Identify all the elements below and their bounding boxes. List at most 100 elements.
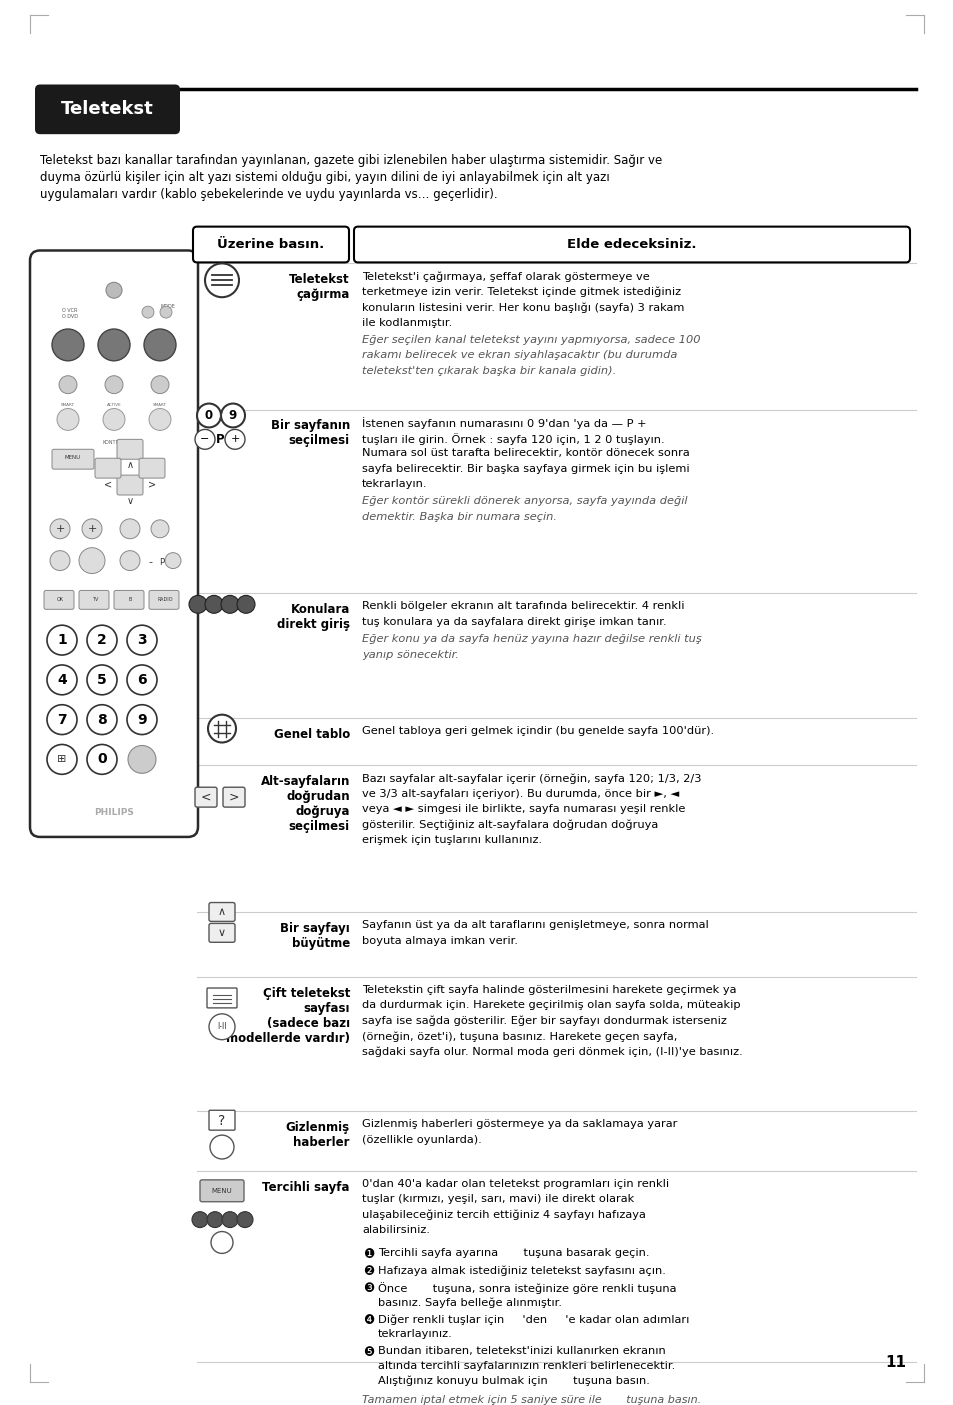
Circle shape bbox=[142, 306, 153, 318]
Circle shape bbox=[189, 596, 207, 614]
Text: ACTIVE: ACTIVE bbox=[107, 403, 121, 406]
FancyBboxPatch shape bbox=[117, 475, 143, 495]
Circle shape bbox=[192, 1211, 208, 1228]
Text: MENU: MENU bbox=[212, 1187, 233, 1194]
Text: Teletekstin çift sayfa halinde gösterilmesini harekete geçirmek ya: Teletekstin çift sayfa halinde gösterilm… bbox=[361, 985, 736, 995]
Circle shape bbox=[209, 1014, 234, 1040]
Text: sayfa belirecektir. Bir başka sayfaya girmek için bu işlemi: sayfa belirecektir. Bir başka sayfaya gi… bbox=[361, 464, 689, 473]
Text: Bazı sayfalar alt-sayfalar içerir (örneğin, sayfa 120; 1/3, 2/3: Bazı sayfalar alt-sayfalar içerir (örneğ… bbox=[361, 773, 700, 784]
Text: ?: ? bbox=[218, 1114, 226, 1128]
Circle shape bbox=[160, 306, 172, 318]
FancyBboxPatch shape bbox=[139, 458, 165, 478]
Text: +: + bbox=[88, 524, 96, 534]
Text: Teletekst bazı kanallar tarafından yayınlanan, gazete gibi izlenebilen haber ula: Teletekst bazı kanallar tarafından yayın… bbox=[40, 155, 661, 167]
Text: Teletekst
çağırma: Teletekst çağırma bbox=[289, 274, 350, 301]
Circle shape bbox=[207, 1211, 223, 1228]
Text: ❹: ❹ bbox=[363, 1314, 374, 1328]
Text: >: > bbox=[148, 479, 156, 489]
Circle shape bbox=[47, 625, 77, 655]
Circle shape bbox=[106, 282, 122, 298]
Circle shape bbox=[105, 375, 123, 393]
FancyBboxPatch shape bbox=[209, 902, 234, 922]
Text: İstenen sayfanın numarasını 0 9'dan 'ya da — P +: İstenen sayfanın numarasını 0 9'dan 'ya … bbox=[361, 417, 646, 430]
Text: −: − bbox=[200, 434, 210, 444]
Circle shape bbox=[149, 409, 171, 430]
Circle shape bbox=[98, 329, 130, 361]
Text: veya ◄ ► simgesi ile birlikte, sayfa numarası yeşil renkle: veya ◄ ► simgesi ile birlikte, sayfa num… bbox=[361, 804, 684, 813]
Circle shape bbox=[47, 745, 77, 774]
Text: Genel tablo: Genel tablo bbox=[274, 728, 350, 740]
Text: 7: 7 bbox=[57, 712, 67, 726]
Text: Tamamen iptal etmek için 5 saniye süre ile       tuşuna basın.: Tamamen iptal etmek için 5 saniye süre i… bbox=[361, 1395, 700, 1405]
Text: 9: 9 bbox=[137, 712, 147, 726]
FancyBboxPatch shape bbox=[95, 458, 121, 478]
Circle shape bbox=[151, 520, 169, 538]
Circle shape bbox=[205, 263, 239, 298]
Text: Eğer seçilen kanal teletekst yayını yapmıyorsa, sadece 100: Eğer seçilen kanal teletekst yayını yapm… bbox=[361, 334, 700, 346]
Text: O DVD: O DVD bbox=[62, 315, 78, 319]
Text: ❶: ❶ bbox=[363, 1249, 374, 1262]
Circle shape bbox=[194, 430, 214, 450]
Text: ⊞: ⊞ bbox=[57, 754, 67, 764]
Text: erişmek için tuşlarını kullanınız.: erişmek için tuşlarını kullanınız. bbox=[361, 835, 541, 844]
Circle shape bbox=[79, 548, 105, 573]
Text: RADIO: RADIO bbox=[157, 597, 172, 601]
Text: basınız. Sayfa belleğe alınmıştır.: basınız. Sayfa belleğe alınmıştır. bbox=[377, 1297, 561, 1308]
Circle shape bbox=[87, 665, 117, 695]
Text: Eğer konu ya da sayfa henüz yayına hazır değilse renkli tuş: Eğer konu ya da sayfa henüz yayına hazır… bbox=[361, 634, 701, 643]
Text: -: - bbox=[148, 558, 152, 568]
Text: Alıştığınız konuyu bulmak için       tuşuna basın.: Alıştığınız konuyu bulmak için tuşuna ba… bbox=[377, 1375, 649, 1387]
Text: (örneğin, özet'i), tuşuna basınız. Harekete geçen sayfa,: (örneğin, özet'i), tuşuna basınız. Harek… bbox=[361, 1031, 677, 1041]
Text: ∧: ∧ bbox=[127, 461, 133, 471]
Text: altında tercihli sayfalarınızın renkleri belirlenecektir.: altında tercihli sayfalarınızın renkleri… bbox=[377, 1361, 675, 1371]
Text: MENU: MENU bbox=[65, 455, 81, 461]
FancyBboxPatch shape bbox=[52, 450, 94, 469]
Text: MODE: MODE bbox=[160, 303, 175, 309]
Circle shape bbox=[196, 403, 221, 427]
Text: Eğer kontör sürekli dönerek anyorsa, sayfa yayında değil: Eğer kontör sürekli dönerek anyorsa, say… bbox=[361, 496, 687, 506]
Circle shape bbox=[87, 745, 117, 774]
FancyBboxPatch shape bbox=[79, 590, 109, 610]
Text: da durdurmak için. Harekete geçirilmiş olan sayfa solda, müteakip: da durdurmak için. Harekete geçirilmiş o… bbox=[361, 1000, 740, 1010]
Text: Üzerine basın.: Üzerine basın. bbox=[217, 237, 324, 251]
Text: /: / bbox=[218, 409, 223, 422]
Circle shape bbox=[165, 552, 181, 569]
Circle shape bbox=[47, 665, 77, 695]
Circle shape bbox=[59, 375, 77, 393]
Text: rakamı belirecek ve ekran siyahlaşacaktır (bu durumda: rakamı belirecek ve ekran siyahlaşacaktı… bbox=[361, 350, 677, 360]
Text: 3: 3 bbox=[137, 634, 147, 648]
Text: alabilirsiniz.: alabilirsiniz. bbox=[361, 1225, 430, 1235]
Text: B: B bbox=[128, 597, 132, 601]
Text: ❸: ❸ bbox=[363, 1283, 374, 1295]
Text: 6: 6 bbox=[137, 673, 147, 687]
Text: SMART: SMART bbox=[61, 403, 75, 406]
Circle shape bbox=[144, 329, 175, 361]
Text: ulaşabileceğiniz tercih ettiğiniz 4 sayfayı hafızaya: ulaşabileceğiniz tercih ettiğiniz 4 sayf… bbox=[361, 1210, 645, 1220]
Text: tuşlar (kırmızı, yeşil, sarı, mavi) ile direkt olarak: tuşlar (kırmızı, yeşil, sarı, mavi) ile … bbox=[361, 1194, 634, 1204]
Text: ile kodlanmıştır.: ile kodlanmıştır. bbox=[361, 318, 452, 327]
Circle shape bbox=[222, 1211, 237, 1228]
Text: ∨: ∨ bbox=[127, 496, 133, 506]
Text: Konulara
direkt giriş: Konulara direkt giriş bbox=[276, 603, 350, 631]
Text: Gizlenmiş haberleri göstermeye ya da saklamaya yarar: Gizlenmiş haberleri göstermeye ya da sak… bbox=[361, 1120, 677, 1130]
Text: Bir sayfanın
seçilmesi: Bir sayfanın seçilmesi bbox=[271, 420, 350, 447]
Text: sayfa ise sağda gösterilir. Eğer bir sayfayı dondurmak isterseniz: sayfa ise sağda gösterilir. Eğer bir say… bbox=[361, 1016, 726, 1026]
Text: Elde edeceksiniz.: Elde edeceksiniz. bbox=[567, 237, 696, 251]
Text: sağdaki sayfa olur. Normal moda geri dönmek için, (I-II)'ye basınız.: sağdaki sayfa olur. Normal moda geri dön… bbox=[361, 1047, 742, 1057]
Text: >: > bbox=[229, 791, 239, 804]
Text: tekrarlayınız.: tekrarlayınız. bbox=[377, 1329, 453, 1339]
FancyBboxPatch shape bbox=[149, 590, 179, 610]
Circle shape bbox=[208, 715, 235, 742]
Circle shape bbox=[127, 705, 157, 735]
Text: Teletekst: Teletekst bbox=[61, 100, 153, 118]
Circle shape bbox=[221, 403, 245, 427]
Text: 1: 1 bbox=[57, 634, 67, 648]
Text: gösterilir. Seçtiğiniz alt-sayfalara doğrudan doğruya: gösterilir. Seçtiğiniz alt-sayfalara doğ… bbox=[361, 819, 658, 830]
Text: ❷: ❷ bbox=[363, 1266, 374, 1279]
Text: ∨: ∨ bbox=[217, 929, 226, 939]
Text: <: < bbox=[200, 791, 211, 804]
Text: 2: 2 bbox=[97, 634, 107, 648]
Text: I-II: I-II bbox=[217, 1023, 227, 1031]
FancyBboxPatch shape bbox=[30, 250, 198, 837]
Text: 4: 4 bbox=[57, 673, 67, 687]
